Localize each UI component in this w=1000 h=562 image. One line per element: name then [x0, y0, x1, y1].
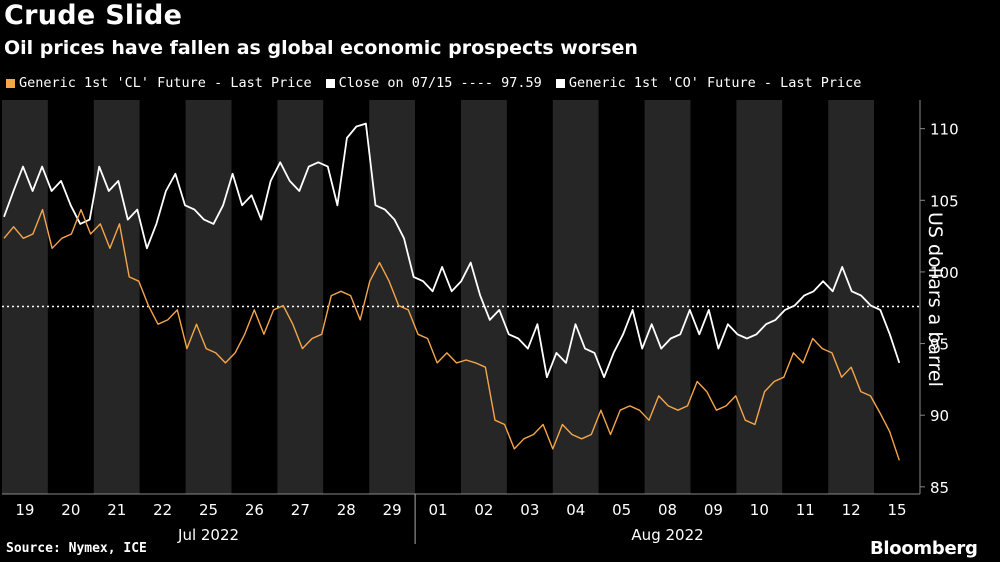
series-line-cl — [3, 208, 900, 461]
x-tick-label: 20 — [61, 501, 80, 519]
day-band — [231, 100, 278, 494]
legend-label-reference: Close on 07/15 ---- 97.59 — [338, 75, 542, 91]
day-band — [185, 100, 232, 494]
month-label: Jul 2022 — [177, 526, 239, 544]
legend-item-co: Generic 1st 'CO' Future - Last Price — [555, 75, 862, 91]
day-band — [323, 100, 370, 494]
day-band — [782, 100, 829, 494]
x-tick-label: 25 — [199, 501, 218, 519]
x-tick-label: 28 — [337, 501, 356, 519]
source-note: Source: Nymex, ICE — [6, 541, 147, 556]
day-band — [93, 100, 140, 494]
legend-label-cl: Generic 1st 'CL' Future - Last Price — [19, 75, 312, 91]
day-band — [644, 100, 691, 494]
day-band — [369, 100, 416, 494]
x-tick-label: 21 — [107, 501, 126, 519]
chart-subtitle: Oil prices have fallen as global economi… — [4, 37, 638, 59]
x-tick-label: 12 — [842, 501, 861, 519]
x-tick-label: 19 — [15, 501, 34, 519]
legend-item-reference: Close on 07/15 ---- 97.59 — [325, 75, 542, 91]
legend-item-cl: Generic 1st 'CL' Future - Last Price — [6, 75, 312, 91]
day-band — [415, 100, 461, 494]
x-tick-label: 15 — [888, 501, 907, 519]
legend-swatch-reference — [325, 78, 335, 88]
day-band — [139, 100, 186, 494]
y-tick-label: 95 — [930, 336, 949, 354]
month-label: Aug 2022 — [631, 526, 703, 544]
day-band — [2, 100, 48, 494]
x-tick-label: 10 — [750, 501, 769, 519]
legend-label-co: Generic 1st 'CO' Future - Last Price — [568, 75, 862, 91]
x-tick-label: 04 — [566, 501, 585, 519]
bloomberg-logo: Bloomberg — [870, 538, 978, 559]
y-axis-label: US dollars a barrel — [924, 212, 946, 387]
day-band — [828, 100, 875, 494]
chart-title: Crude Slide — [4, 0, 183, 31]
x-tick-label: 01 — [429, 501, 448, 519]
y-tick-label: 110 — [930, 121, 959, 139]
x-tick-label: 02 — [474, 501, 493, 519]
x-tick-label: 26 — [245, 501, 264, 519]
y-tick-label: 100 — [930, 264, 959, 282]
y-tick-label: 90 — [930, 407, 949, 425]
series-line-co — [3, 122, 901, 379]
day-band — [598, 100, 645, 494]
day-band — [461, 100, 507, 494]
day-band — [736, 100, 783, 494]
day-band — [277, 100, 324, 494]
x-tick-label: 29 — [383, 501, 402, 519]
x-tick-label: 22 — [153, 501, 172, 519]
x-tick-label: 09 — [704, 501, 723, 519]
legend-swatch-cl — [6, 78, 15, 88]
x-tick-label: 27 — [291, 501, 310, 519]
day-band — [690, 100, 737, 494]
x-tick-label: 08 — [658, 501, 677, 519]
day-band — [506, 100, 553, 494]
legend-swatch-co — [555, 78, 565, 88]
day-band — [874, 100, 920, 494]
x-tick-label: 03 — [520, 501, 539, 519]
y-tick-label: 105 — [930, 192, 959, 210]
y-tick-label: 85 — [930, 479, 949, 497]
x-tick-label: 05 — [612, 501, 631, 519]
day-band — [47, 100, 94, 494]
x-tick-label: 11 — [796, 501, 815, 519]
legend: Generic 1st 'CL' Future - Last Price Clo… — [6, 75, 861, 91]
